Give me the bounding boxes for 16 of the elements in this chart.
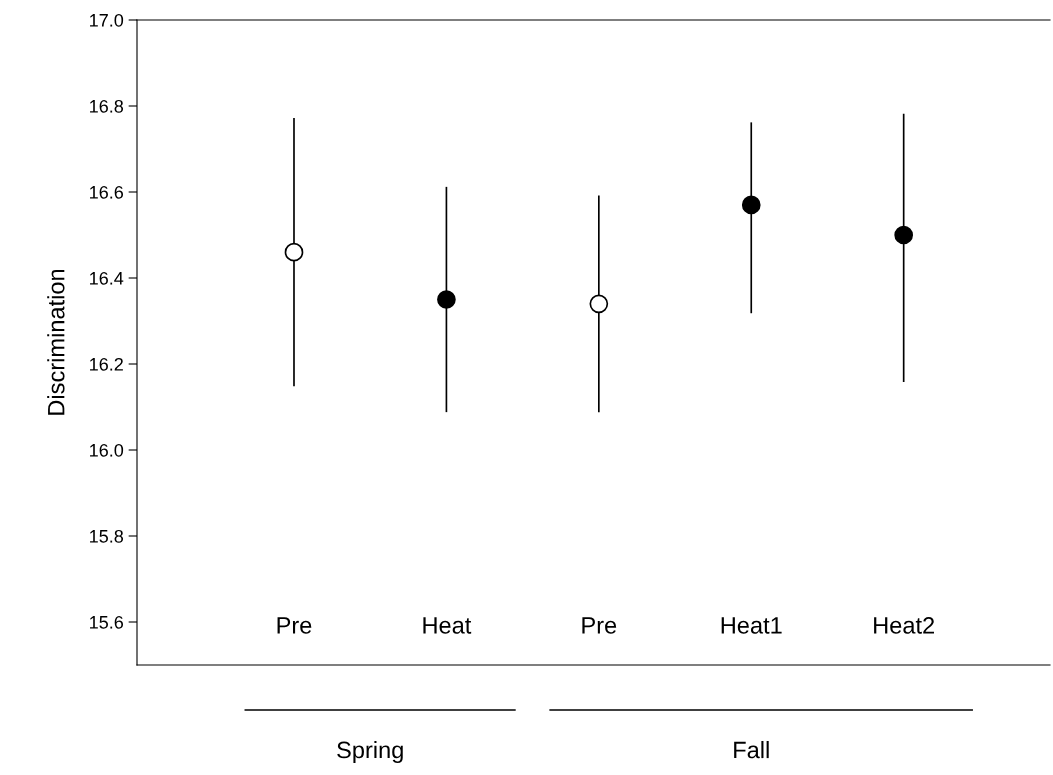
x-tick-label: Heat2 bbox=[874, 617, 934, 634]
y-tick-label: 16.6 bbox=[90, 185, 124, 199]
x-tick-label: Heat1 bbox=[721, 617, 782, 634]
text: Spring bbox=[337, 740, 403, 764]
y-axis-title: Discrimination bbox=[47, 269, 65, 415]
y-tick-label: 15.6 bbox=[90, 615, 124, 629]
y-tick-label: 16.2 bbox=[90, 357, 123, 371]
text: Fall bbox=[734, 740, 769, 759]
y-tick-label: 16.4 bbox=[90, 271, 124, 285]
y-tick-label: 16.8 bbox=[90, 99, 124, 113]
x-tick-label: Pre bbox=[582, 617, 617, 634]
y-tick-label: 17.0 bbox=[90, 13, 124, 27]
x-tick-label: Pre bbox=[277, 617, 312, 634]
x-tick-label: Heat bbox=[423, 617, 472, 634]
y-tick-label: 15.8 bbox=[90, 529, 124, 543]
y-tick-label: 16.0 bbox=[90, 443, 124, 457]
